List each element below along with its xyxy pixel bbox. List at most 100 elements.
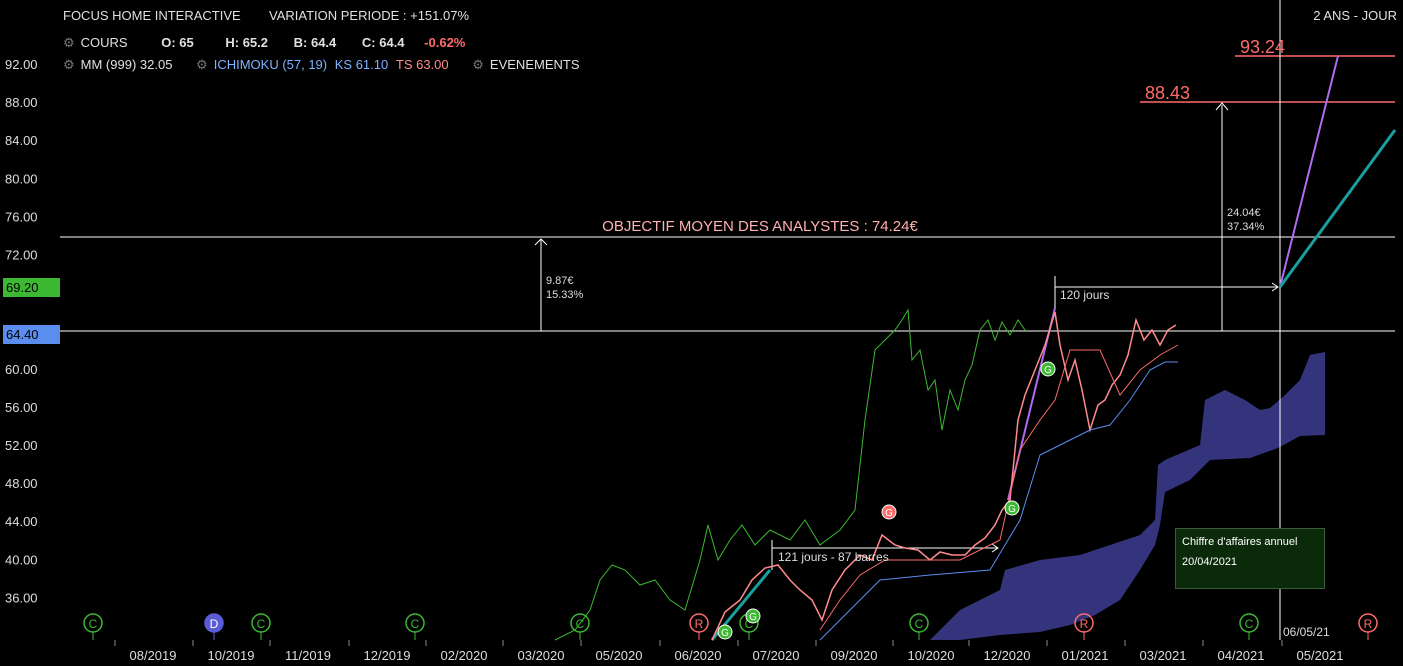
gear-icon[interactable]: ⚙	[472, 57, 484, 72]
event-marker-letter: C	[411, 617, 420, 631]
tooltip-title: Chiffre d'affaires annuel	[1182, 536, 1298, 548]
g-marker-3[interactable]: G	[881, 504, 897, 520]
y-tick-label: 60.00	[5, 362, 38, 377]
y-tick-label: 80.00	[5, 171, 38, 186]
event-marker-r[interactable]: R	[1074, 613, 1094, 640]
measure-arrow-2	[1215, 102, 1229, 331]
x-tick-label: 12/2020	[984, 648, 1031, 663]
variation-periode: VARIATION PERIODE : +151.07%	[269, 8, 470, 23]
x-tick-label: 05/2021	[1297, 648, 1344, 663]
high-value: H: 65.2	[225, 35, 269, 50]
event-marker-c[interactable]: C	[83, 613, 103, 640]
gear-icon[interactable]: ⚙	[63, 57, 75, 72]
g-marker-1[interactable]: G	[1040, 361, 1056, 377]
y-tick-label: 76.00	[5, 209, 38, 224]
objective-label: OBJECTIF MOYEN DES ANALYSTES : 74.24€	[602, 218, 918, 235]
gear-icon[interactable]: ⚙	[63, 35, 75, 50]
event-marker-letter: D	[210, 617, 219, 631]
lagging-span	[554, 308, 1026, 641]
x-tick-label: 08/2019	[130, 648, 177, 663]
event-marker-c[interactable]: C	[909, 613, 929, 640]
g-marker-2[interactable]: G	[1004, 500, 1020, 516]
event-marker-d[interactable]: D	[204, 613, 224, 640]
y-axis: 92.00 88.00 84.00 80.00 76.00 72.00 60.00 56.00…	[5, 57, 38, 605]
price-box-blue: 64.40	[3, 325, 60, 344]
measure-120-days	[1054, 276, 1279, 310]
event-marker-letter: C	[257, 617, 266, 631]
cours-row: ⚙ COURS O: 65 H: 65.2 B: 64.4 C: 64.4 -0.…	[63, 35, 465, 51]
svg-text:G: G	[1044, 365, 1052, 376]
price-line	[711, 311, 1177, 641]
y-tick-label: 84.00	[5, 133, 38, 148]
y-tick-label: 48.00	[5, 476, 38, 491]
y-tick-label: 52.00	[5, 438, 38, 453]
svg-text:G: G	[749, 612, 757, 623]
tenkan-line	[819, 361, 1178, 641]
x-tick-label: 03/2021	[1140, 648, 1187, 663]
x-tick-label: 06/2020	[675, 648, 722, 663]
event-tooltip: Chiffre d'affaires annuel 20/04/2021	[1175, 528, 1325, 589]
event-marker-letter: R	[1364, 617, 1373, 631]
company-name: FOCUS HOME INTERACTIVE	[63, 8, 241, 23]
y-tick-label: 44.00	[5, 514, 38, 529]
event-marker-letter: C	[576, 617, 585, 631]
x-tick-label: 11/2019	[285, 648, 331, 663]
svg-text:G: G	[1008, 504, 1016, 515]
cours-label: COURS	[80, 35, 128, 50]
event-marker-letter: C	[745, 617, 754, 631]
kijun-line	[819, 344, 1179, 631]
y-tick-label: 40.00	[5, 552, 38, 567]
y-tick-label: 36.00	[5, 590, 38, 605]
projection-purple	[1279, 55, 1339, 288]
price-box-green: 69.20	[3, 278, 60, 297]
measure-121-days	[771, 540, 999, 570]
open-value: O: 65	[161, 35, 194, 50]
event-marker-c[interactable]: C	[570, 613, 590, 640]
gear-icon[interactable]: ⚙	[196, 57, 208, 72]
indicators-row: ⚙ MM (999) 32.05 ⚙ ICHIMOKU (57, 19) KS 61…	[63, 57, 580, 73]
x-axis: 08/2019 10/2019 11/2019 12/2019 02/2020 03/20…	[114, 640, 1344, 663]
x-tick-label: 12/2019	[364, 648, 411, 663]
target2-label: 88.43	[1145, 83, 1190, 103]
event-marker-r[interactable]: R	[689, 613, 709, 640]
event-marker-letter: C	[89, 617, 98, 631]
event-marker-letter: R	[695, 617, 704, 631]
projection-teal	[1278, 129, 1397, 288]
tooltip-date: 20/04/2021	[1182, 556, 1238, 568]
close-value: C: 64.4	[361, 35, 405, 50]
g-marker-5[interactable]: G	[717, 624, 733, 640]
x-tick-label: 02/2020	[441, 648, 488, 663]
svg-text:G: G	[885, 508, 893, 519]
x-tick-label: 03/2020	[518, 648, 565, 663]
y-tick-label: 56.00	[5, 400, 38, 415]
svg-text:G: G	[721, 628, 729, 639]
x-tick-label: 01/2021	[1062, 648, 1109, 663]
x-tick-label: 10/2019	[208, 648, 255, 663]
event-marker-c[interactable]: C	[405, 613, 425, 640]
date-marker-label: 06/05/21	[1283, 625, 1330, 639]
mm-value: MM (999) 32.05	[80, 57, 173, 72]
event-marker-c[interactable]: C	[251, 613, 271, 640]
x-tick-label: 10/2020	[908, 648, 955, 663]
diff2-amount: 24.04€	[1227, 207, 1261, 219]
event-marker-letter: R	[1080, 617, 1089, 631]
event-marker-letter: C	[1245, 617, 1254, 631]
x-tick-label: 09/2020	[831, 648, 878, 663]
days121-label: 121 jours - 87 barres	[778, 550, 889, 564]
x-tick-label: 07/2020	[753, 648, 800, 663]
change-value: -0.62%	[424, 35, 466, 50]
g-marker-4[interactable]: G	[745, 608, 761, 624]
event-marker-c[interactable]: C	[1239, 613, 1259, 640]
y-tick-label: 92.00	[5, 57, 38, 72]
diff1-pct: 15.33%	[546, 289, 584, 301]
ichimoku-label: ICHIMOKU (57, 19)	[213, 57, 328, 72]
low-value: B: 64.4	[293, 35, 337, 50]
x-tick-label: 04/2021	[1218, 648, 1265, 663]
y-tick-label: 88.00	[5, 95, 38, 110]
diff2-pct: 37.34%	[1227, 221, 1265, 233]
event-marker-r[interactable]: R	[1358, 613, 1378, 640]
measure-arrow-1	[534, 238, 548, 331]
period-selector[interactable]: 2 ANS - JOUR	[1313, 8, 1397, 23]
